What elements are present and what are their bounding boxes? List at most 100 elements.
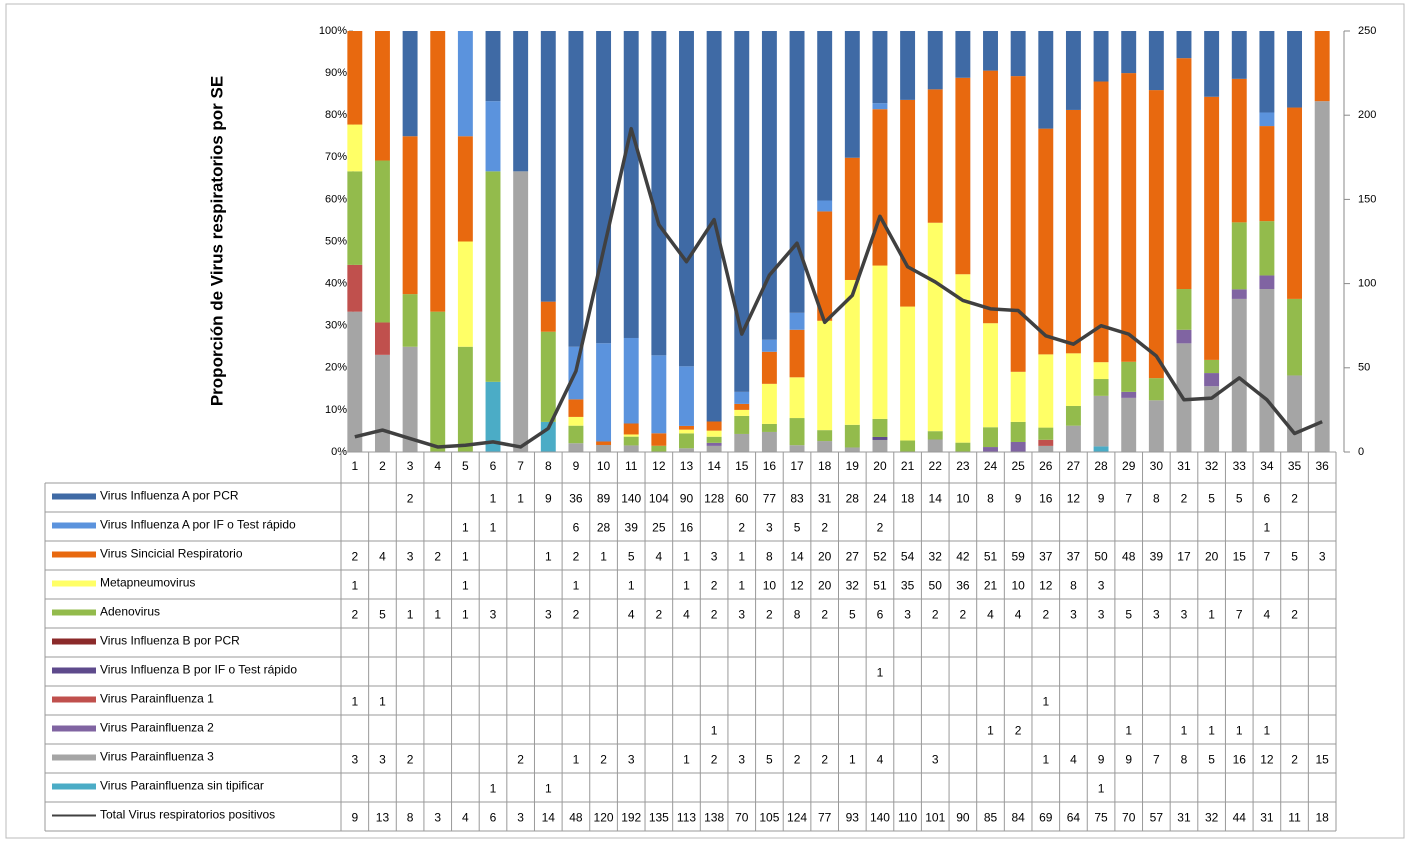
y2-tick-label: 100 — [1358, 278, 1376, 290]
x-tick-label: 30 — [1150, 459, 1164, 473]
bar-segment — [374, 160, 390, 323]
x-tick-label: 13 — [680, 459, 694, 473]
bar-segment — [679, 425, 694, 430]
legend-label: Metapneumovirus — [100, 576, 195, 590]
legend-swatch — [52, 667, 96, 674]
bar-segment — [1065, 425, 1081, 452]
table-value: 4 — [683, 608, 690, 622]
legend-swatch — [52, 638, 96, 645]
bar-segment — [374, 354, 390, 452]
bar-segment — [1121, 391, 1137, 398]
table-value: 9 — [1098, 492, 1105, 506]
bar-segment — [651, 445, 667, 452]
table-value: 42 — [956, 550, 970, 564]
table-value: 1 — [517, 492, 524, 506]
table-value: 3 — [1098, 579, 1105, 593]
table-value: 1 — [1264, 724, 1271, 738]
table-value: 2 — [821, 608, 828, 622]
total-line — [354, 126, 1323, 449]
table-value: 31 — [1260, 811, 1274, 825]
bar-segment — [789, 377, 805, 419]
bar-segment — [1121, 361, 1137, 392]
table-value: 17 — [1177, 550, 1191, 564]
table-value: 1 — [628, 579, 635, 593]
bar-segment — [1148, 31, 1164, 91]
table-value: 59 — [1011, 550, 1025, 564]
y2-tick-label: 200 — [1358, 109, 1376, 121]
bar-segment — [402, 294, 418, 347]
bar-segment — [872, 265, 888, 419]
table-value: 138 — [704, 811, 724, 825]
bar-segment — [1093, 31, 1109, 82]
bar-segment — [1231, 298, 1247, 452]
bar-segment — [1176, 329, 1192, 344]
table-value: 2 — [821, 753, 828, 767]
bar-segment — [844, 447, 860, 452]
bar-segment — [513, 171, 529, 453]
table-value: 8 — [794, 608, 801, 622]
bar-segment — [1093, 362, 1109, 380]
bar-segment — [1093, 81, 1109, 363]
table-value: 14 — [542, 811, 556, 825]
bar-segment — [1010, 441, 1026, 452]
table-value: 5 — [1125, 608, 1132, 622]
table-value: 8 — [766, 550, 773, 564]
bar-segment — [817, 320, 833, 431]
legend-label: Virus Influenza A por IF o Test rápido — [100, 518, 296, 532]
bar-segment — [872, 439, 888, 452]
table-value: 5 — [1208, 492, 1215, 506]
table-value: 140 — [870, 811, 890, 825]
table-value: 2 — [600, 753, 607, 767]
table-value: 7 — [1264, 550, 1271, 564]
bar-segment — [872, 418, 888, 437]
x-tick-label: 26 — [1039, 459, 1053, 473]
x-tick-label: 34 — [1260, 459, 1274, 473]
table-value: 70 — [735, 811, 749, 825]
table-value: 1 — [987, 724, 994, 738]
table-value: 93 — [846, 811, 860, 825]
bar-segment — [1038, 445, 1054, 452]
legend-label: Total Virus respiratorios positivos — [100, 808, 275, 822]
bar-segment — [761, 339, 777, 352]
bar-segment — [927, 439, 943, 452]
bar-segment — [872, 31, 888, 104]
table-value: 113 — [677, 811, 696, 825]
x-tick-label: 1 — [351, 459, 358, 473]
table-value: 28 — [846, 492, 860, 506]
bar-segment — [817, 430, 833, 442]
table-value: 77 — [763, 492, 777, 506]
table-value: 3 — [545, 608, 552, 622]
table-value: 75 — [1094, 811, 1108, 825]
table-value: 2 — [1291, 753, 1298, 767]
table-value: 2 — [766, 608, 773, 622]
table-value: 7 — [1153, 753, 1160, 767]
table-value: 70 — [1122, 811, 1136, 825]
bar-segment — [568, 425, 584, 444]
bar-segment — [623, 436, 639, 446]
legend-swatch — [52, 783, 96, 790]
table-value: 2 — [656, 608, 663, 622]
table-value: 110 — [898, 811, 917, 825]
table-value: 1 — [877, 666, 884, 680]
table-value: 89 — [597, 492, 611, 506]
bar-segment — [1038, 128, 1054, 355]
bar-segment — [347, 31, 363, 125]
bar-segment — [1148, 378, 1164, 401]
y-tick-label: 70% — [325, 151, 347, 163]
legend-label: Adenovirus — [100, 605, 160, 619]
table-value: 51 — [873, 579, 887, 593]
bar-segment — [513, 31, 529, 172]
bar-segment — [623, 434, 639, 437]
table-value: 2 — [877, 521, 884, 535]
table-value: 1 — [490, 492, 497, 506]
y-tick-label: 40% — [325, 278, 347, 290]
table-value: 4 — [1015, 608, 1022, 622]
bar-segment — [1121, 73, 1137, 362]
table-value: 4 — [1264, 608, 1271, 622]
table-value: 64 — [1067, 811, 1081, 825]
table-value: 16 — [1233, 753, 1247, 767]
bar-segment — [761, 423, 777, 432]
bar-segment — [1259, 112, 1275, 127]
table-value: 2 — [1291, 492, 1298, 506]
bar-segment — [1204, 359, 1220, 374]
